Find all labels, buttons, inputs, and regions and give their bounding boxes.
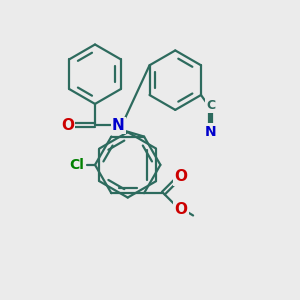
Text: O: O (175, 169, 188, 184)
Text: C: C (206, 99, 215, 112)
Text: Cl: Cl (70, 158, 85, 172)
Text: O: O (61, 118, 74, 133)
Text: O: O (175, 202, 188, 217)
Text: N: N (205, 124, 216, 139)
Text: N: N (112, 118, 124, 133)
